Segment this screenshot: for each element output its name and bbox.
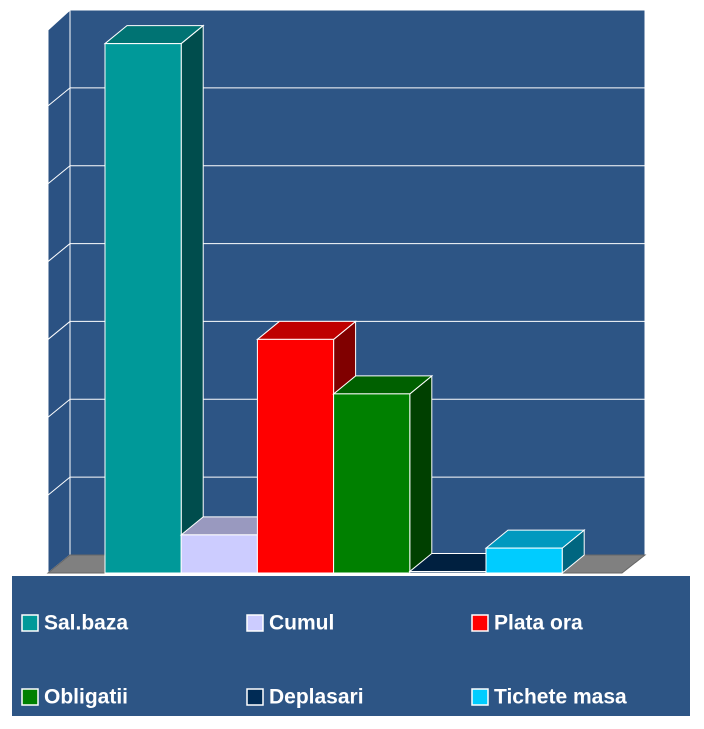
- legend-swatch: [471, 688, 489, 706]
- tick-mark: [47, 87, 71, 107]
- legend-swatch: [246, 688, 264, 706]
- legend-label: Deplasari: [269, 686, 364, 709]
- bar: [103, 24, 205, 575]
- bar-front: [485, 547, 563, 574]
- bar: [332, 374, 434, 575]
- legend: [12, 576, 690, 716]
- bar: [484, 529, 586, 575]
- tick-mark: [47, 9, 71, 29]
- legend-label: Tichete masa: [494, 686, 627, 709]
- legend-swatch: [246, 614, 264, 632]
- legend-label: Plata ora: [494, 612, 583, 635]
- tick-mark: [47, 398, 71, 418]
- bar-side: [180, 24, 204, 575]
- legend-label: Sal.baza: [44, 612, 128, 635]
- bar-front: [104, 43, 182, 574]
- bar-side: [409, 374, 433, 575]
- legend-label: Obligatii: [44, 686, 128, 709]
- left-wall: [47, 8, 71, 575]
- legend-swatch: [21, 614, 39, 632]
- bar-front: [333, 393, 411, 574]
- bar-front: [180, 534, 258, 574]
- tick-mark: [47, 476, 71, 496]
- bar-front: [409, 570, 487, 574]
- tick-mark: [47, 243, 71, 262]
- tick-mark: [47, 165, 71, 185]
- bar-front: [256, 338, 335, 574]
- legend-swatch: [471, 614, 489, 632]
- legend-label: Cumul: [269, 612, 334, 635]
- legend-swatch: [21, 688, 39, 706]
- tick-mark: [47, 321, 71, 340]
